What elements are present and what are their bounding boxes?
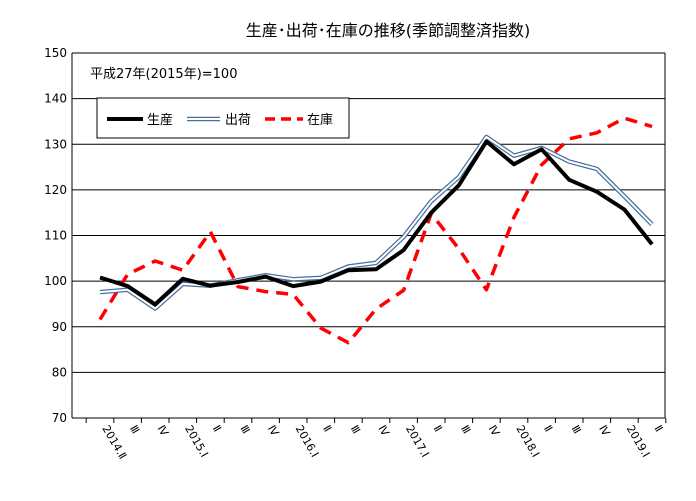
legend-label-inventory: 在庫 [307,113,333,128]
series-line-inventory [98,116,653,345]
chart-title: 生産･出荷･在庫の推移(季節調整済指数) [246,21,531,40]
x-tick-label: Ⅱ [210,423,224,434]
y-tick-label: 140 [44,92,67,106]
x-tick-label: Ⅱ [320,423,334,434]
x-tick-label: Ⅱ [541,423,555,434]
y-tick-label: 110 [44,229,67,243]
legend-label-shipments: 出荷 [225,113,251,128]
y-tick-label: 90 [52,320,67,334]
y-tick-label: 120 [44,183,67,197]
series-line-shipments-inner [99,136,653,310]
legend-label-production: 生産 [147,112,173,128]
series-lines [98,116,654,345]
y-tick-label: 70 [52,411,67,425]
x-tick-label: Ⅱ [431,423,445,434]
y-tick-label: 100 [44,274,67,288]
legend: 生産 出荷 在庫 [96,97,350,139]
y-tick-label: 80 [52,365,67,379]
y-tick-labels: 70 80 90 100 110 120 130 140 150 [44,46,67,425]
grid [72,52,665,373]
x-tick-label: Ⅱ [651,423,665,434]
axes [71,53,667,423]
y-tick-label: 150 [44,46,67,60]
y-tick-label: 130 [44,137,67,151]
series-line-production [99,139,654,307]
base-note: 平成27年(2015年)=100 [90,67,237,82]
